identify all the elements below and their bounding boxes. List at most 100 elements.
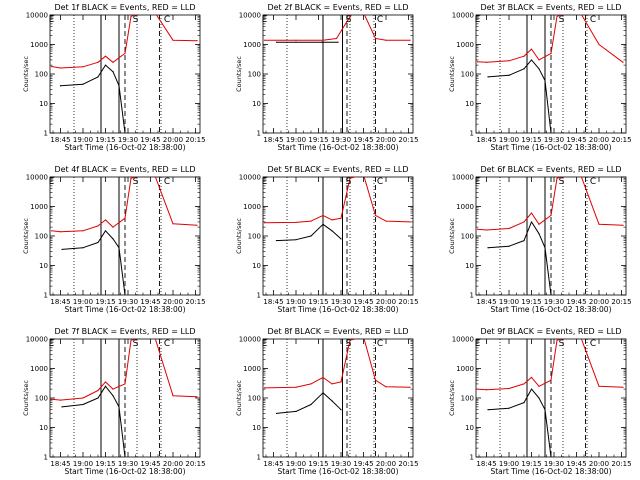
x-tick-label: 19:45: [353, 136, 373, 144]
x-tick-label: 19:15: [95, 136, 115, 144]
data-point-events: [124, 132, 126, 133]
series-line-events: [487, 59, 552, 133]
x-axis-label: Start Time (16-Oct-02 18:38:00): [277, 143, 398, 152]
data-point-lld: [598, 223, 600, 225]
marker-e: E: [49, 339, 55, 349]
data-point-lld: [349, 177, 351, 179]
y-tick-label: 1000: [30, 41, 48, 49]
x-axis-label: Start Time (16-Oct-02 18:38:00): [490, 143, 611, 152]
series-line-events: [487, 221, 552, 295]
y-axis-label: Counts/sec: [235, 56, 243, 92]
data-point-lld: [263, 39, 266, 41]
panel-title: Det 5f BLACK = Events, RED = LLD: [267, 165, 408, 174]
data-point-lld: [409, 221, 411, 223]
y-tick-label: 10: [465, 424, 474, 432]
x-tick-label: 19:30: [331, 136, 351, 144]
data-point-lld: [550, 214, 552, 216]
series-line-lld: [264, 339, 411, 389]
data-point-events: [544, 79, 546, 82]
y-tick-label: 10000: [239, 174, 261, 182]
data-point-lld: [340, 381, 342, 383]
data-point-lld: [124, 383, 126, 385]
data-point-events: [538, 68, 540, 70]
data-point-lld: [59, 231, 62, 233]
series-group: [50, 177, 198, 295]
data-point-events: [340, 238, 342, 240]
y-tick-label: 1000: [30, 365, 48, 373]
x-tick-label: 18:45: [263, 460, 283, 468]
x-tick-label: 19:45: [566, 136, 586, 144]
data-point-lld: [363, 174, 364, 175]
y-tick-label: 100: [35, 71, 48, 79]
data-point-lld: [322, 376, 324, 378]
data-point-events: [118, 406, 120, 408]
data-point-events: [97, 241, 99, 244]
x-tick-label: 20:15: [611, 460, 631, 468]
data-point-events: [59, 85, 62, 87]
y-tick-label: 1000: [456, 365, 474, 373]
series-group: [476, 175, 624, 295]
x-axis-label: Start Time (16-Oct-02 18:38:00): [277, 305, 398, 314]
marker-c: C: [377, 339, 383, 349]
marker-e: E: [475, 15, 481, 25]
data-point-lld: [523, 383, 525, 385]
data-point-events: [544, 409, 546, 411]
data-point-lld: [598, 43, 600, 46]
x-tick-label: 20:00: [163, 136, 183, 144]
data-point-lld: [622, 386, 624, 388]
data-point-lld: [322, 214, 324, 216]
x-tick-label: 18:45: [476, 136, 496, 144]
chart-panel-5: Det 5f BLACK = Events, RED = LLD 1 10 100 10…: [235, 165, 419, 314]
data-point-lld: [335, 37, 338, 40]
chart-panel-9: Det 9f BLACK = Events, RED = LLD 1 10 100 10…: [448, 327, 632, 476]
y-tick-label: 1: [257, 292, 261, 300]
x-tick-label: 19:00: [286, 460, 306, 468]
y-tick-label: 1000: [456, 41, 474, 49]
data-point-lld: [580, 175, 581, 176]
x-tick-label: 20:15: [185, 460, 205, 468]
reference-lines: [73, 15, 162, 133]
data-point-lld: [112, 388, 114, 390]
y-tick-label: 100: [35, 233, 48, 241]
data-point-lld: [374, 214, 377, 216]
data-point-lld: [409, 386, 411, 388]
panel-title: Det 1f BLACK = Events, RED = LLD: [54, 3, 195, 12]
y-axis-label: Counts/sec: [22, 56, 30, 92]
y-axis-label: Counts/sec: [235, 380, 243, 416]
x-axis-label: Start Time (16-Oct-02 18:38:00): [490, 467, 611, 476]
marker-e: E: [475, 177, 481, 187]
y-tick-label: 10: [252, 262, 261, 270]
x-tick-label: 19:45: [140, 460, 160, 468]
x-tick-label: 19:15: [521, 136, 541, 144]
data-point-lld: [508, 227, 510, 230]
data-point-lld: [352, 12, 353, 13]
y-tick-label: 10000: [26, 12, 48, 20]
x-tick-label: 19:45: [140, 298, 160, 306]
data-point-events: [295, 239, 297, 241]
data-point-lld: [154, 12, 155, 13]
data-point-lld: [530, 376, 533, 378]
y-tick-label: 100: [461, 233, 474, 241]
x-tick-label: 18:45: [263, 136, 283, 144]
data-point-events: [275, 412, 278, 415]
x-tick-label: 20:00: [589, 136, 609, 144]
data-point-events: [295, 410, 297, 413]
data-point-events: [124, 294, 126, 295]
y-tick-label: 10: [39, 100, 48, 108]
data-point-lld: [598, 385, 600, 387]
y-tick-label: 10000: [239, 12, 261, 20]
y-tick-label: 100: [248, 233, 261, 241]
data-point-lld: [476, 388, 479, 390]
data-point-lld: [59, 399, 62, 401]
y-tick-label: 10000: [452, 336, 474, 344]
y-tick-label: 10: [252, 424, 261, 432]
series-line-events: [61, 230, 126, 295]
data-point-events: [538, 397, 540, 399]
data-point-events: [112, 71, 114, 73]
x-tick-label: 19:15: [521, 460, 541, 468]
reference-lines: [73, 177, 162, 295]
data-point-events: [530, 388, 533, 390]
x-tick-label: 19:30: [118, 298, 138, 306]
data-point-lld: [363, 12, 364, 13]
data-point-lld: [622, 224, 624, 226]
